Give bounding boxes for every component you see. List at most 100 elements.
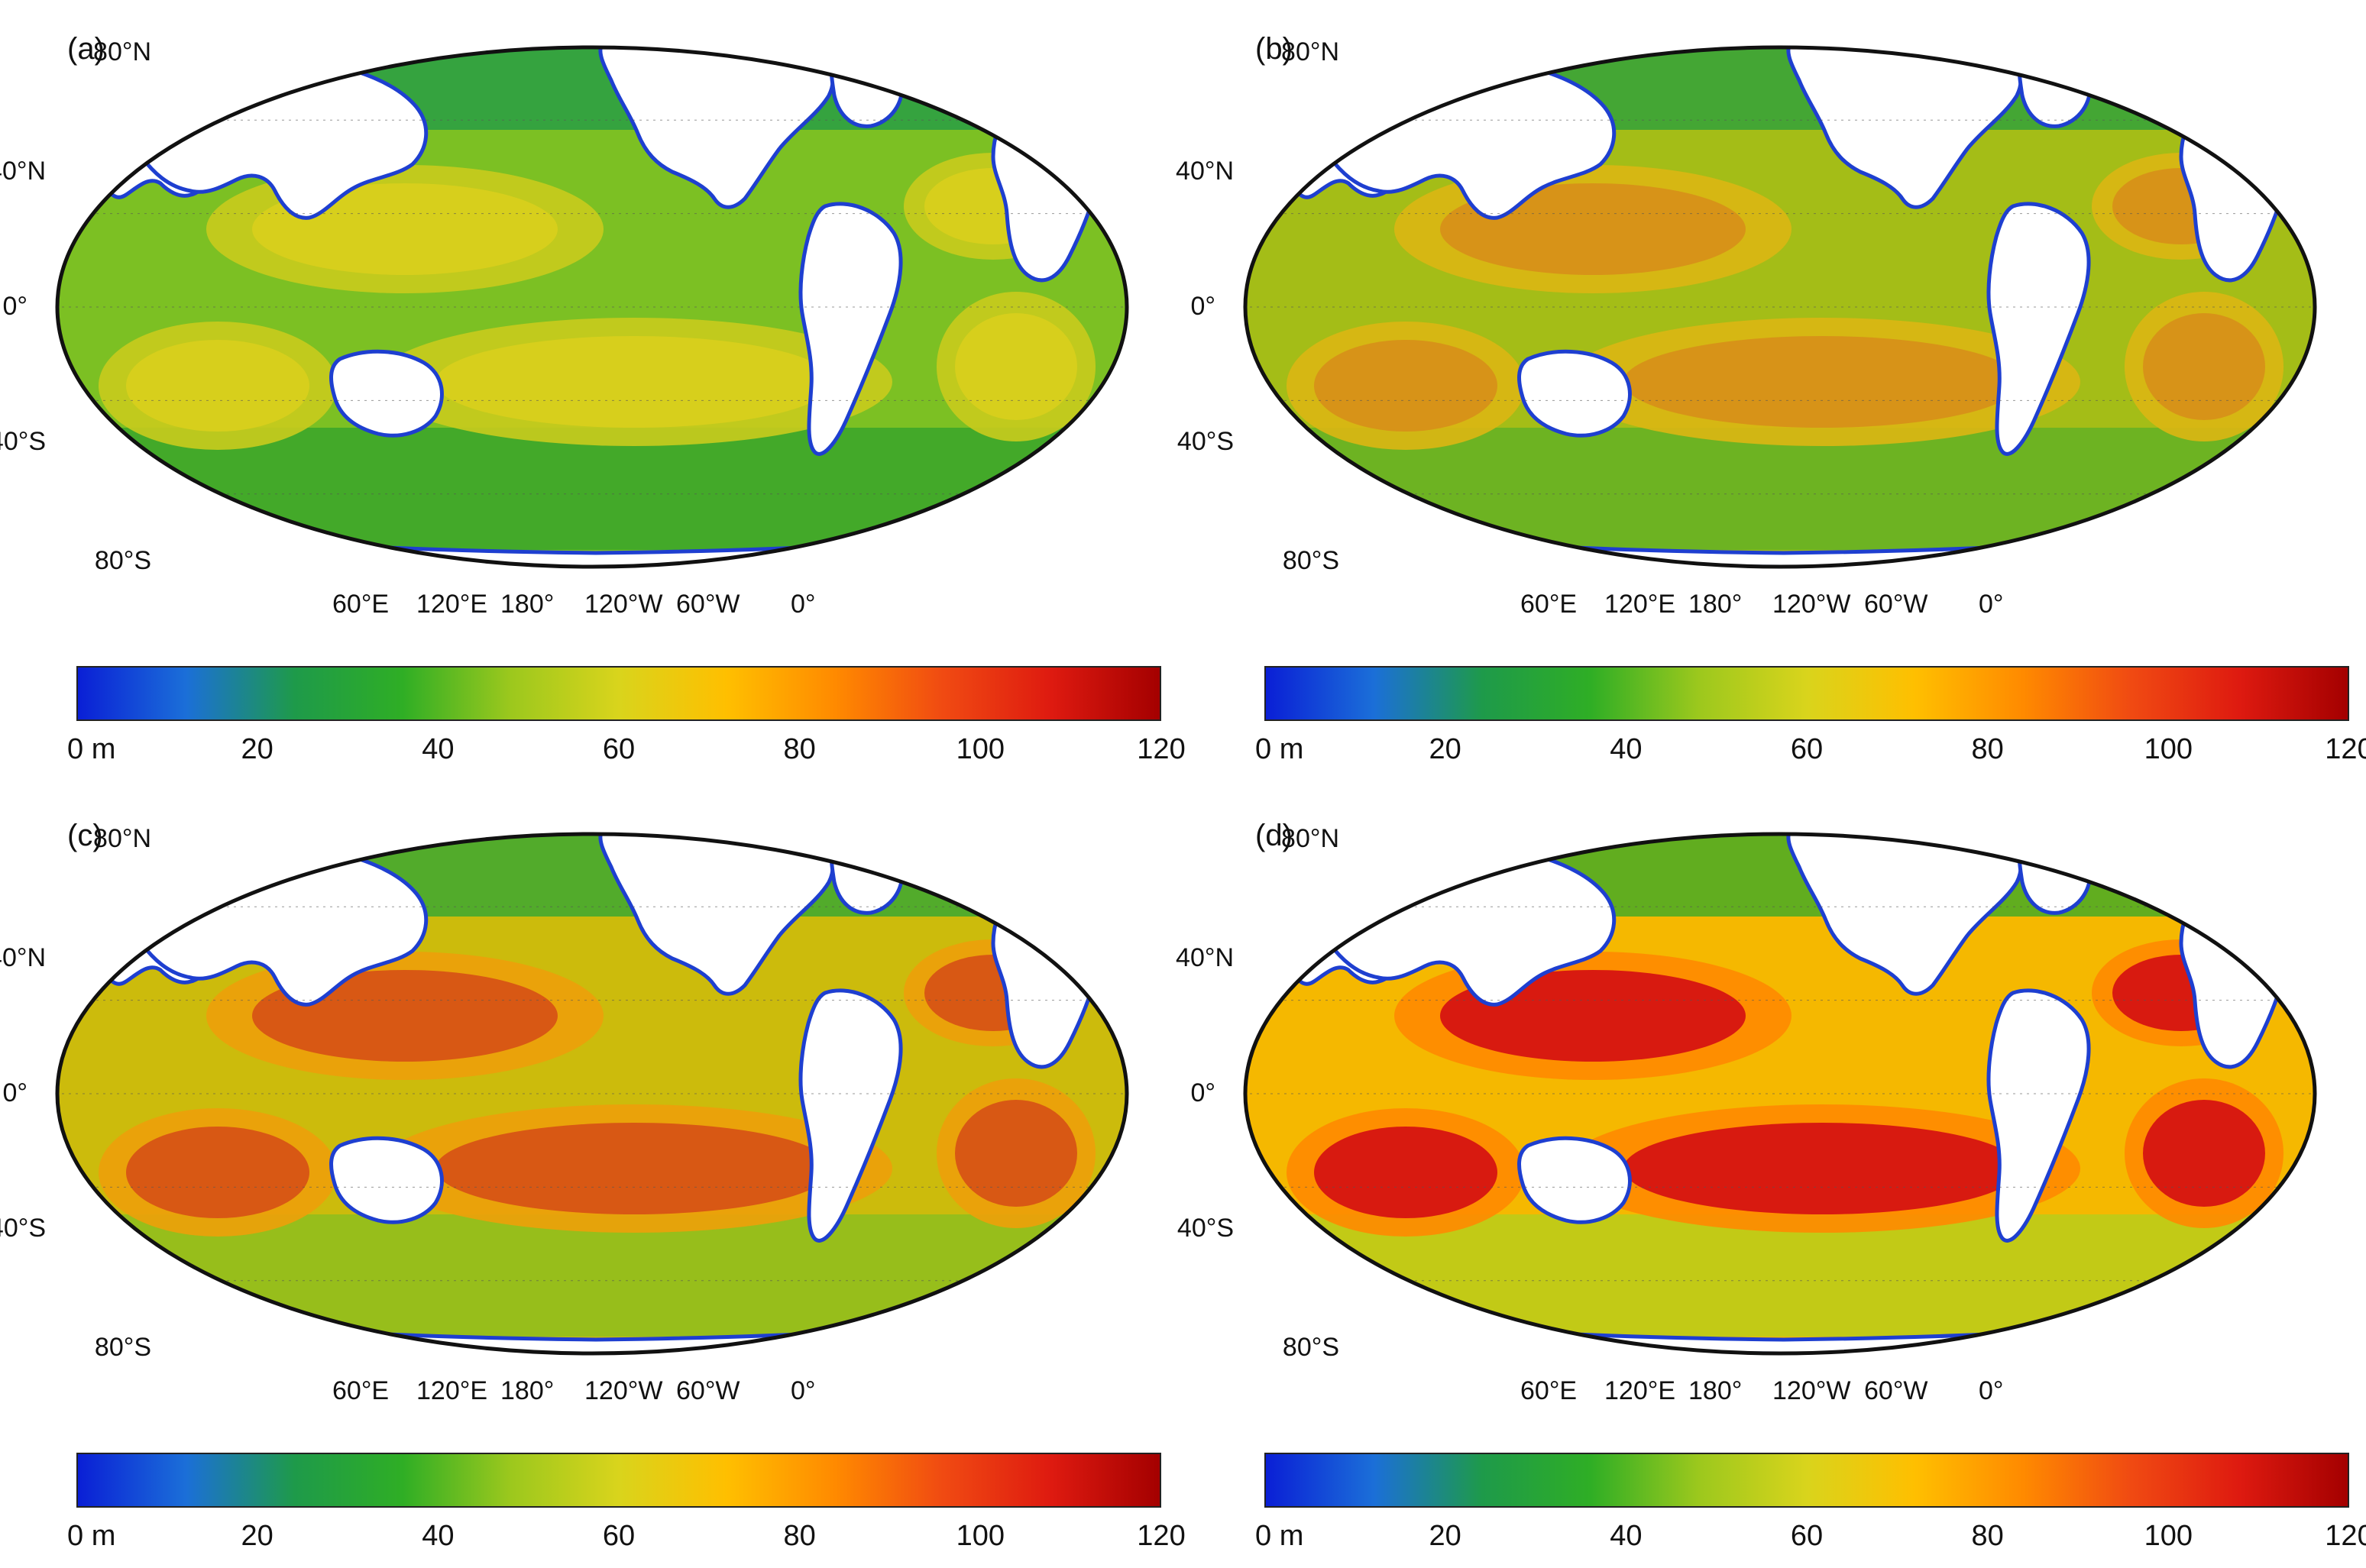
colorbar-tick-label: 0 m (1255, 733, 1304, 765)
panel-label: (a) (67, 32, 105, 66)
colorbar (1264, 666, 2349, 721)
colorbar-tick-label: 0 m (1255, 1520, 1304, 1552)
latitude-label: 0° (1190, 292, 1215, 321)
latitude-label: 40°N (1176, 157, 1234, 186)
north-america-landmass (598, 47, 835, 209)
colorbar-tick-label: 80 (783, 1520, 816, 1552)
panel-label: (d) (1255, 819, 1293, 852)
colorbar-tick-label: 0 m (67, 733, 116, 765)
colorbar-tick-label: 60 (1790, 733, 1824, 765)
colorbar-tick-label: 60 (602, 733, 636, 765)
latitude-label: 80°S (94, 546, 151, 576)
greenland-landmass (2017, 49, 2093, 128)
south-pacific-gyre (435, 336, 833, 428)
longitude-label: 0° (1979, 590, 2004, 619)
south-pacific-gyre (1623, 1123, 2021, 1214)
longitude-label: 120°E (416, 590, 488, 619)
colorbar-tick-label: 60 (602, 1520, 636, 1552)
south-atlantic-gyre (2143, 1100, 2265, 1207)
southern-ocean-band (1245, 1214, 2315, 1337)
colorbar-tick-label: 120 (2325, 733, 2366, 765)
indian-ocean-gyre (126, 1127, 309, 1218)
south-atlantic-gyre (955, 313, 1077, 420)
colorbar-tick-label: 0 m (67, 1520, 116, 1552)
australia-landmass (1517, 1136, 1632, 1224)
latitude-label: 0° (2, 1078, 28, 1107)
south-pacific-gyre (435, 1123, 833, 1214)
colorbar-tick-label: 60 (1790, 1520, 1824, 1552)
colorbar-tick-label: 80 (1971, 733, 2004, 765)
longitude-label: 120°W (584, 590, 663, 619)
longitude-label: 0° (1979, 1376, 2004, 1405)
indian-ocean-gyre (126, 340, 309, 432)
latitude-label: 40°S (0, 1213, 46, 1243)
colorbar-tick-label: 120 (1137, 1520, 1186, 1552)
colorbar-tick-label: 20 (1429, 733, 1461, 765)
latitude-label: 40°N (0, 157, 46, 186)
colorbar-tick-label: 40 (422, 733, 455, 765)
latitude-label: 40°N (1176, 943, 1234, 973)
colorbar-tick-label: 40 (1610, 1520, 1643, 1552)
northern-high-latitude-band (57, 47, 1127, 130)
longitude-label: 120°W (1772, 590, 1851, 619)
south-atlantic-gyre (2143, 313, 2265, 420)
latitude-label: 80°N (1281, 37, 1339, 66)
map-frame (1243, 832, 2317, 1356)
map-panel-c: (c)80°N 40°N 0° 40°S 80°S 60°E 120°E 180° 120°W 6… (0, 787, 1186, 1568)
ocean-map (1243, 45, 2317, 569)
map-panel-b: (b) 80°N 40°N 0° 40°S 80°S 60°E 120°E 180° 120°W 6… (1176, 0, 2366, 781)
colorbar-tick-label: 100 (2144, 733, 2193, 765)
latitude-label: 80°N (1281, 823, 1339, 853)
colorbar-tick-label: 20 (241, 1520, 273, 1552)
north-america-landmass (1786, 47, 2023, 209)
colorbar (76, 666, 1161, 721)
longitude-label: 60°W (676, 590, 740, 619)
colorbar-tick-label: 80 (783, 733, 816, 765)
longitude-label: 120°E (1604, 1376, 1676, 1405)
colorbar (1264, 1453, 2349, 1508)
colorbar-tick-label: 120 (1137, 733, 1186, 765)
colorbar-tick-label: 40 (1610, 733, 1643, 765)
southern-ocean-band (1245, 428, 2315, 550)
latitude-label: 0° (2, 292, 28, 321)
longitude-label: 120°E (416, 1376, 488, 1405)
south-america-landmass (798, 202, 903, 456)
longitude-label: 180° (500, 590, 555, 619)
northern-high-latitude-band (1245, 834, 2315, 917)
map-frame (55, 832, 1129, 1356)
north-america-landmass (1786, 834, 2023, 996)
south-pacific-gyre (1623, 336, 2021, 428)
latitude-label: 0° (1190, 1078, 1215, 1107)
longitude-label: 60°E (1520, 1376, 1578, 1405)
longitude-label: 0° (791, 590, 816, 619)
ocean-map (55, 832, 1129, 1356)
south-america-landmass (798, 988, 903, 1243)
latitude-label: 40°S (1177, 426, 1234, 456)
greenland-landmass (2017, 836, 2093, 915)
latitude-label: 40°S (1177, 1213, 1234, 1243)
colorbar-tick-label: 20 (1429, 1520, 1461, 1552)
ocean-map (1243, 832, 2317, 1356)
panel-label: (b) (1255, 32, 1293, 66)
longitude-label: 120°E (1604, 590, 1676, 619)
map-frame (55, 45, 1129, 569)
latitude-label: 80°S (94, 1333, 151, 1363)
longitude-label: 60°W (676, 1376, 740, 1405)
south-america-landmass (1986, 202, 2091, 456)
northern-high-latitude-band (57, 834, 1127, 917)
colorbar-tick-label: 40 (422, 1520, 455, 1552)
latitude-label: 40°S (0, 426, 46, 456)
colorbar-tick-label: 100 (2144, 1520, 2193, 1552)
colorbar (76, 1453, 1161, 1508)
indian-ocean-gyre (1314, 1127, 1497, 1218)
greenland-landmass (829, 836, 905, 915)
colorbar-tick-label: 120 (2325, 1520, 2366, 1552)
latitude-label: 40°N (0, 943, 46, 973)
australia-landmass (329, 1136, 444, 1224)
longitude-label: 180° (1688, 1376, 1743, 1405)
longitude-label: 120°W (1772, 1376, 1851, 1405)
panel-label: (c) (67, 819, 103, 852)
latitude-label: 80°S (1282, 546, 1339, 576)
latitude-label: 80°S (1282, 1333, 1339, 1363)
longitude-label: 180° (1688, 590, 1743, 619)
